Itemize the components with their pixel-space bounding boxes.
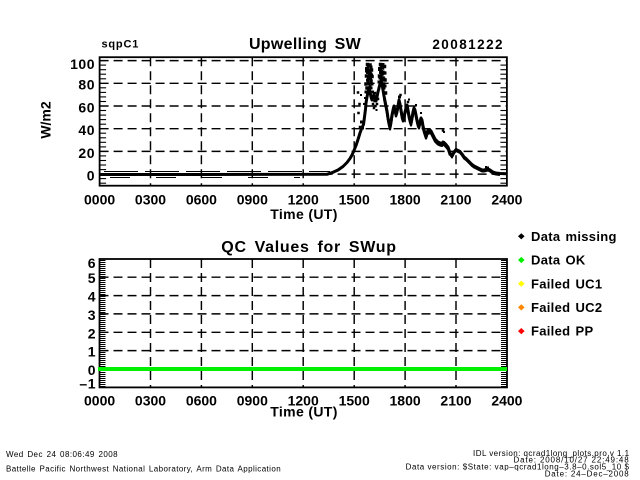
svg-text:Time (UT): Time (UT)	[270, 403, 337, 419]
svg-text:1200: 1200	[288, 393, 319, 409]
svg-text:60: 60	[78, 99, 95, 115]
svg-text:40: 40	[78, 122, 95, 138]
svg-text:1800: 1800	[390, 192, 421, 208]
svg-text:0000: 0000	[84, 192, 115, 208]
svg-text:2: 2	[88, 325, 96, 341]
svg-text:0: 0	[87, 168, 95, 184]
svg-text:1: 1	[88, 344, 96, 360]
svg-text:2100: 2100	[440, 192, 471, 208]
svg-text:Data missing: Data missing	[531, 229, 617, 244]
svg-text:Failed UC1: Failed UC1	[531, 276, 602, 291]
svg-text:0600: 0600	[186, 192, 217, 208]
svg-text:W/m2: W/m2	[38, 101, 54, 139]
svg-text:Date: 2008/10/27 22:49:48: Date: 2008/10/27 22:49:48	[514, 456, 630, 465]
svg-text:4: 4	[88, 289, 96, 305]
svg-text:Time (UT): Time (UT)	[270, 206, 337, 222]
svg-text:20081222: 20081222	[432, 37, 504, 52]
svg-text:80: 80	[78, 77, 95, 93]
svg-text:Upwelling SW: Upwelling SW	[249, 36, 362, 53]
svg-text:0300: 0300	[135, 192, 166, 208]
svg-text:1800: 1800	[390, 393, 421, 409]
svg-text:1500: 1500	[339, 393, 370, 409]
svg-text:Data version: $State: vap–qcra: Data version: $State: vap–qcrad1long–3.8…	[406, 463, 630, 472]
svg-text:2400: 2400	[491, 393, 522, 409]
svg-text:5: 5	[88, 270, 96, 286]
svg-text:1200: 1200	[288, 192, 319, 208]
svg-text:Failed PP: Failed PP	[531, 324, 593, 339]
svg-text:QC Values for SWup: QC Values for SWup	[221, 239, 396, 256]
svg-text:0900: 0900	[237, 192, 268, 208]
svg-text:sqpC1: sqpC1	[102, 39, 140, 51]
svg-text:Wed Dec 24 08:06:49 2008: Wed Dec 24 08:06:49 2008	[6, 450, 118, 459]
svg-text:2100: 2100	[440, 393, 471, 409]
svg-text:0600: 0600	[186, 393, 217, 409]
svg-text:0300: 0300	[135, 393, 166, 409]
svg-text:20: 20	[78, 145, 95, 161]
svg-text:3: 3	[88, 307, 96, 323]
svg-text:IDL version: qcrad1long_plots.: IDL version: qcrad1long_plots.pro,v 1.1	[473, 449, 630, 458]
svg-text:0900: 0900	[237, 393, 268, 409]
svg-text:Data OK: Data OK	[531, 253, 586, 268]
svg-text:2400: 2400	[491, 192, 522, 208]
svg-text:0000: 0000	[84, 393, 115, 409]
svg-text:6: 6	[88, 255, 96, 271]
svg-text:1500: 1500	[339, 192, 370, 208]
svg-text:100: 100	[70, 56, 95, 72]
svg-text:Failed UC2: Failed UC2	[531, 300, 602, 315]
svg-text:Date: 24–Dec–2008: Date: 24–Dec–2008	[545, 470, 630, 479]
svg-text:0: 0	[88, 362, 96, 378]
svg-text:–1: –1	[79, 375, 96, 391]
svg-text:Battelle Pacific Northwest Nat: Battelle Pacific Northwest National Labo…	[6, 464, 281, 473]
